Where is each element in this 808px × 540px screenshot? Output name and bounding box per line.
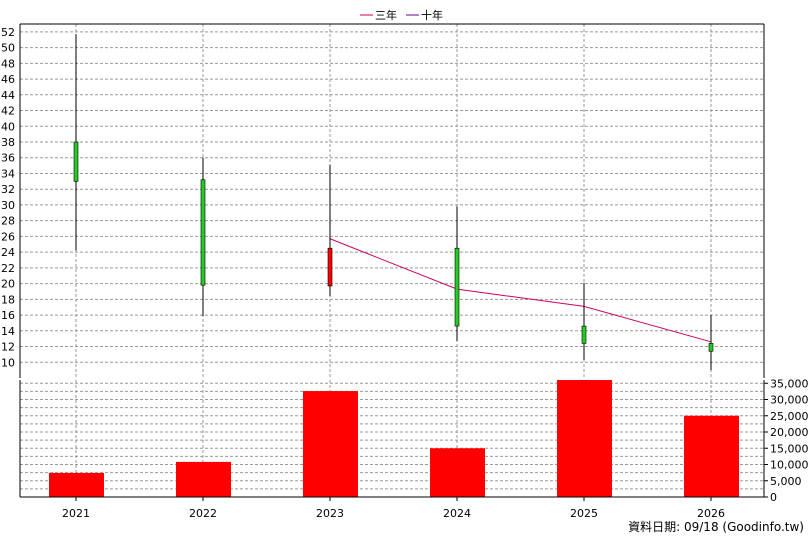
candlestick-2022 [200,157,206,316]
price-tick-label: 24 [1,246,15,259]
legend-label-3y: 三年 [375,8,397,22]
candle-body [708,343,714,352]
price-tick-label: 34 [1,167,15,180]
price-tick-label: 12 [1,341,15,354]
price-tick-label: 48 [1,57,15,70]
legend-label-10y: 十年 [421,8,443,22]
volume-bar-2025 [557,380,612,497]
volume-tick-label: 10,000 [770,459,808,472]
x-axis: 2021 2022 2023 2024 2025 2026 [62,497,725,520]
price-plot-area [20,24,764,378]
x-tick-label: 2023 [316,507,344,520]
price-tick-label: 50 [1,42,15,55]
volume-bar-2026 [684,415,739,497]
x-tick-label: 2026 [697,507,725,520]
price-tick-label: 32 [1,183,15,196]
price-tick-label: 16 [1,309,15,322]
price-tick-label: 22 [1,262,15,275]
price-tick-label: 20 [1,278,15,291]
x-tick-label: 2025 [570,507,598,520]
candle-body [73,141,79,182]
legend: 三年 十年 [360,8,443,22]
price-panel: 10 12 14 16 18 20 22 24 26 28 30 32 34 36 38 40 42 44 46 48… [1,23,765,378]
price-tick-label: 14 [1,325,15,338]
volume-plot-area [20,380,764,497]
candle-body [581,325,587,344]
candlestick-2021 [73,34,79,251]
volume-tick-label: 25,000 [770,410,808,423]
volume-bar-2022 [176,461,231,497]
price-tick-label: 36 [1,152,15,165]
volume-bar-2021 [49,472,104,497]
volume-bar-2024 [430,448,485,497]
volume-tick-label: 30,000 [770,394,808,407]
candlestick-2024 [454,206,460,342]
volume-bar-2023 [303,391,358,497]
candle-body [454,247,460,327]
x-tick-label: 2021 [62,507,90,520]
volume-panel: 0 5,000 10,000 15,000 20,000 25,000 30,000 35,0… [19,377,808,504]
price-tick-label: 18 [1,293,15,306]
ma-line-三年 [329,238,712,343]
price-tick-label: 40 [1,120,15,133]
candle-body [327,247,333,287]
volume-tick-label: 35,000 [770,377,808,390]
price-tick-label: 38 [1,136,15,149]
volume-tick-label: 20,000 [770,426,808,439]
volume-tick-label: 0 [770,491,777,504]
volume-tick-label: 15,000 [770,442,808,455]
price-tick-label: 30 [1,199,15,212]
price-tick-label: 46 [1,73,15,86]
price-tick-label: 44 [1,89,15,102]
candle-body [200,179,206,286]
price-tick-label: 26 [1,230,15,243]
price-tick-label: 10 [1,356,15,369]
candlestick-2025 [581,282,587,360]
candlestick-2026 [708,315,714,371]
volume-tick-label: 5,000 [770,475,802,488]
footer-source: 資料日期: 09/18 (Goodinfo.tw) [628,520,804,534]
price-tick-label: 42 [1,105,15,118]
x-tick-label: 2024 [443,507,471,520]
price-tick-label: 28 [1,215,15,228]
x-tick-label: 2022 [189,507,217,520]
price-tick-label: 52 [1,26,15,39]
candlestick-2023 [327,164,333,297]
